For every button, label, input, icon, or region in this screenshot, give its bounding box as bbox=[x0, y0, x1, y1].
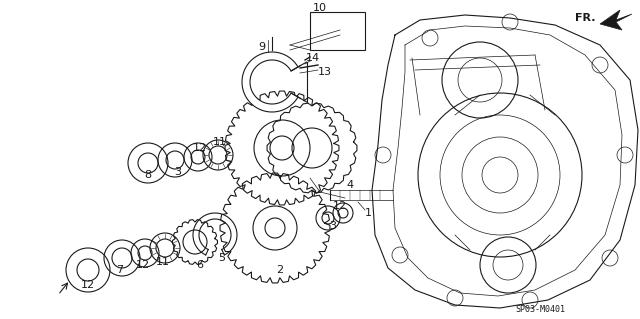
Text: 3: 3 bbox=[330, 221, 337, 231]
Polygon shape bbox=[242, 52, 298, 112]
Text: 11: 11 bbox=[156, 257, 170, 267]
Text: 2: 2 bbox=[276, 265, 284, 275]
Text: 7: 7 bbox=[116, 265, 124, 275]
Text: 12: 12 bbox=[81, 280, 95, 290]
Text: 1: 1 bbox=[365, 208, 371, 218]
Text: 6: 6 bbox=[196, 260, 204, 270]
Text: 9: 9 bbox=[259, 42, 266, 52]
Text: 11: 11 bbox=[213, 137, 227, 147]
Bar bbox=[310, 12, 365, 50]
Text: 12: 12 bbox=[193, 143, 207, 153]
Text: 13: 13 bbox=[318, 67, 332, 77]
Text: 12: 12 bbox=[136, 260, 150, 270]
Polygon shape bbox=[600, 10, 632, 30]
Text: 4: 4 bbox=[346, 180, 353, 190]
Text: 14: 14 bbox=[306, 53, 320, 63]
Text: FR.: FR. bbox=[575, 13, 595, 23]
Text: 3: 3 bbox=[175, 167, 182, 177]
Text: 10: 10 bbox=[313, 3, 327, 13]
Text: SP03-M0401: SP03-M0401 bbox=[515, 306, 565, 315]
Text: 8: 8 bbox=[145, 170, 152, 180]
Text: 5: 5 bbox=[218, 253, 225, 263]
Text: 12: 12 bbox=[333, 201, 347, 211]
